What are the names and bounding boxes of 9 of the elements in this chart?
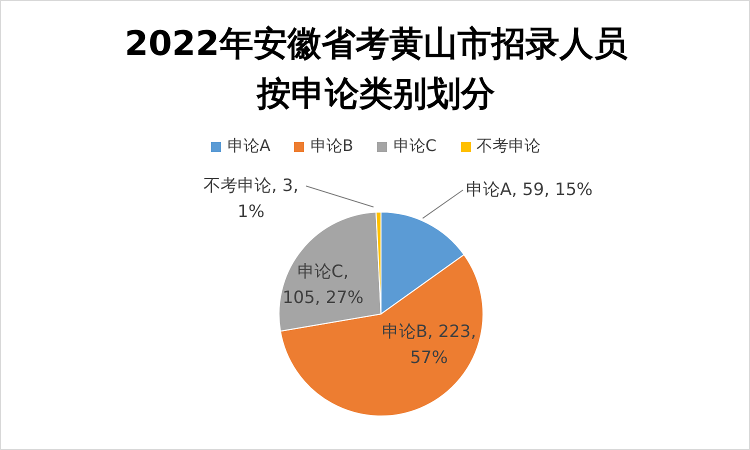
data-label: 申论C, 105, 27% [282,262,364,308]
data-label: 申论A, 59, 15% [466,180,593,200]
legend-label: 不考申论 [476,136,541,157]
legend-label: 申论A [227,136,270,157]
data-label: 不考申论, 3, 1% [203,176,299,222]
legend-label: 申论C [393,136,437,157]
legend-label: 申论B [310,136,354,157]
data-label: 申论B, 223, 57% [382,322,476,368]
chart-title: 2022年安徽省考黄山市招录人员按申论类别划分 [124,23,628,116]
